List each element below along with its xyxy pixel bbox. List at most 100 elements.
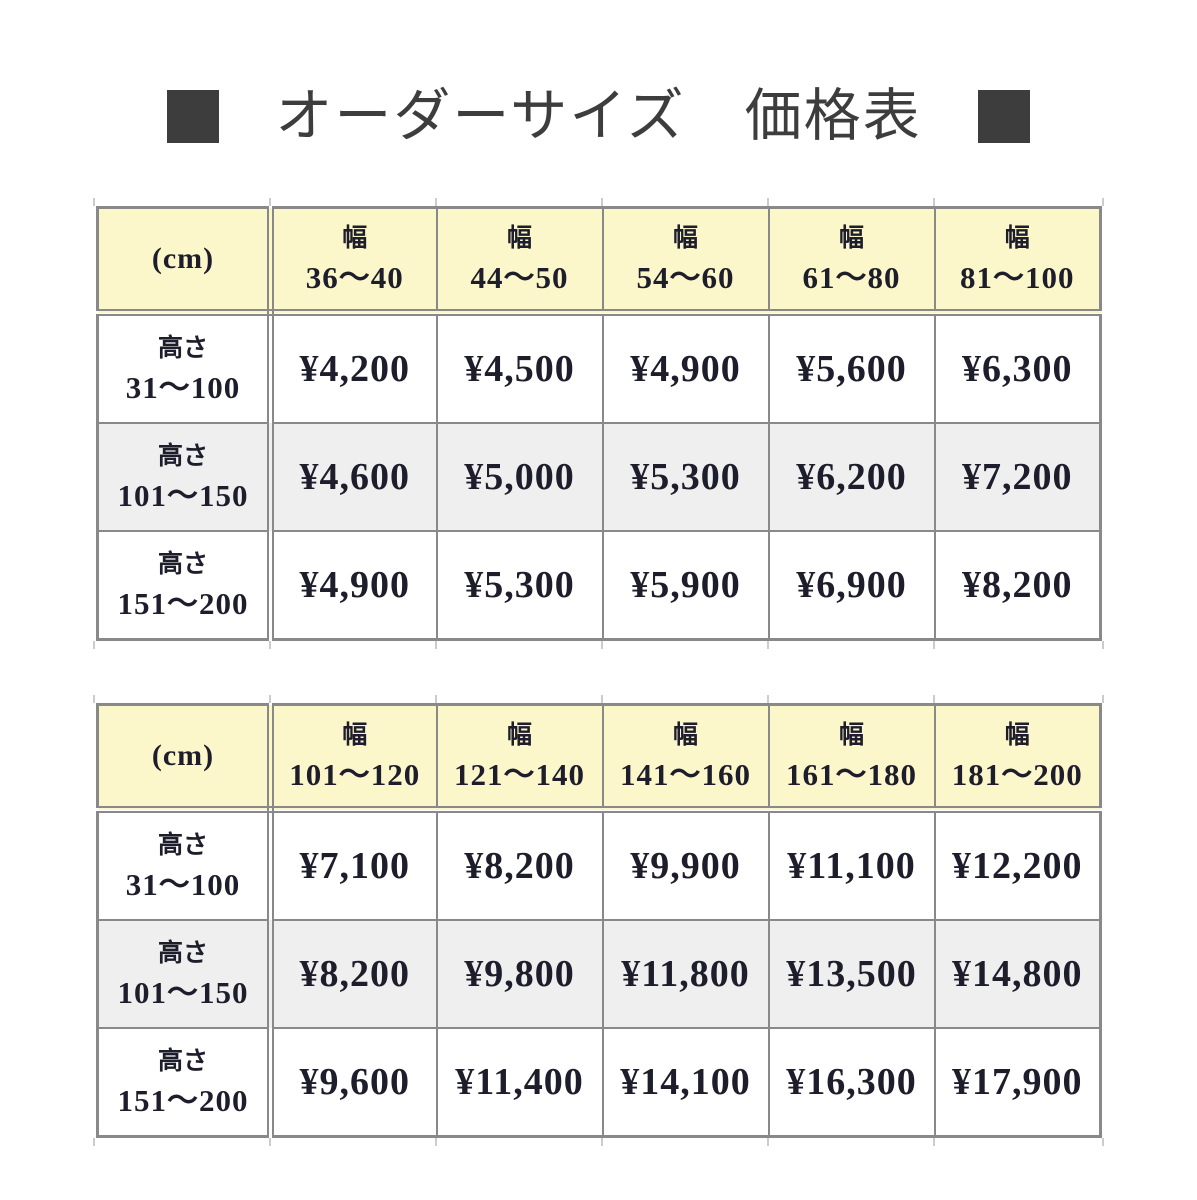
price-cell: ¥4,900 [269,530,438,641]
col-header: 幅 36〜40 [269,206,438,316]
width-label: 幅 [506,223,532,252]
height-label: 高さ [157,938,208,967]
price-cell: ¥9,900 [601,808,770,921]
price-cell: ¥4,600 [269,422,438,532]
col-header: 幅 101〜120 [269,703,438,813]
height-range: 31〜100 [125,867,241,902]
gridline-artifact [93,695,1104,703]
price-table-1-wrap: (cm) 幅 36〜40 幅 44〜50 幅 54〜60 幅 61〜80 幅 81〜100… [93,198,1104,649]
price-cell: ¥11,800 [601,919,770,1029]
price-cell: ¥9,600 [269,1027,438,1138]
width-label: 幅 [672,720,698,749]
price-cell: ¥14,100 [601,1027,770,1138]
col-header: 幅 44〜50 [435,206,604,316]
col-header: 幅 121〜140 [435,703,604,813]
price-cell: ¥13,500 [767,919,936,1029]
title-left-square-icon [167,89,220,143]
height-range: 151〜200 [117,1083,249,1118]
table-row: 高さ 101〜150 ¥8,200 ¥9,800 ¥11,800 ¥13,500 … [96,919,1102,1029]
price-cell: ¥5,600 [767,311,936,424]
gridline-artifact [93,198,1104,206]
height-range: 101〜150 [117,478,249,513]
height-label: 高さ [157,1046,208,1075]
price-cell: ¥11,400 [435,1027,604,1138]
height-label: 高さ [157,830,208,859]
width-range: 101〜120 [289,757,421,792]
price-cell: ¥4,900 [601,311,770,424]
col-header: 幅 81〜100 [933,206,1102,316]
gridline-artifact [93,641,1104,649]
corner-cell: (cm) [96,703,274,813]
width-range: 181〜200 [951,757,1083,792]
row-header: 高さ 101〜150 [96,919,274,1029]
width-range: 44〜50 [470,260,569,295]
width-label: 幅 [672,223,698,252]
price-cell: ¥17,900 [933,1027,1102,1138]
price-cell: ¥8,200 [435,808,604,921]
width-range: 121〜140 [454,757,585,792]
row-header: 高さ 151〜200 [96,1027,274,1138]
height-range: 101〜150 [117,975,249,1010]
width-label: 幅 [1004,223,1030,252]
col-header: 幅 54〜60 [601,206,770,316]
width-range: 161〜180 [786,757,917,792]
price-table-2-wrap: (cm) 幅 101〜120 幅 121〜140 幅 141〜160 幅 161〜180… [93,695,1104,1146]
unit-label: (cm) [151,739,215,772]
price-cell: ¥9,800 [435,919,604,1029]
width-range: 54〜60 [636,260,735,295]
width-range: 141〜160 [620,757,751,792]
price-cell: ¥8,200 [933,530,1102,641]
width-range: 36〜40 [305,260,404,295]
price-cell: ¥14,800 [933,919,1102,1029]
price-cell: ¥7,100 [269,808,438,921]
row-header: 高さ 31〜100 [96,808,274,921]
price-cell: ¥12,200 [933,808,1102,921]
height-range: 31〜100 [125,370,241,405]
table-row: 高さ 101〜150 ¥4,600 ¥5,000 ¥5,300 ¥6,200 ¥7… [96,422,1102,532]
corner-cell: (cm) [96,206,274,316]
price-cell: ¥5,300 [435,530,604,641]
price-cell: ¥5,000 [435,422,604,532]
height-label: 高さ [157,441,208,470]
table-row: 高さ 31〜100 ¥4,200 ¥4,500 ¥4,900 ¥5,600 ¥6,… [96,311,1102,424]
price-cell: ¥6,900 [767,530,936,641]
col-header: 幅 141〜160 [601,703,770,813]
table-header-row: (cm) 幅 36〜40 幅 44〜50 幅 54〜60 幅 61〜80 幅 81〜100 [96,206,1102,316]
width-range: 81〜100 [960,260,1075,295]
width-label: 幅 [342,720,368,749]
height-label: 高さ [157,333,208,362]
gridline-artifact [93,1138,1104,1146]
width-label: 幅 [838,223,864,252]
col-header: 幅 181〜200 [933,703,1102,813]
price-cell: ¥16,300 [767,1027,936,1138]
price-cell: ¥5,300 [601,422,770,532]
price-cell: ¥8,200 [269,919,438,1029]
col-header: 幅 161〜180 [767,703,936,813]
row-header: 高さ 31〜100 [96,311,274,424]
price-cell: ¥11,100 [767,808,936,921]
row-header: 高さ 151〜200 [96,530,274,641]
row-header: 高さ 101〜150 [96,422,274,532]
width-label: 幅 [342,223,368,252]
table-header-row: (cm) 幅 101〜120 幅 121〜140 幅 141〜160 幅 161〜180… [96,703,1102,813]
col-header: 幅 61〜80 [767,206,936,316]
height-label: 高さ [157,549,208,578]
width-label: 幅 [838,720,864,749]
table-row: 高さ 151〜200 ¥4,900 ¥5,300 ¥5,900 ¥6,900 ¥8… [96,530,1102,641]
table-row: 高さ 151〜200 ¥9,600 ¥11,400 ¥14,100 ¥16,300… [96,1027,1102,1138]
price-table-2: (cm) 幅 101〜120 幅 121〜140 幅 141〜160 幅 161〜180… [96,703,1102,1138]
page-title: オーダーサイズ 価格表 [0,0,1197,144]
title-right-square-icon [977,89,1030,143]
unit-label: (cm) [151,242,215,275]
width-label: 幅 [1004,720,1030,749]
price-cell: ¥4,200 [269,311,438,424]
price-cell: ¥5,900 [601,530,770,641]
price-cell: ¥6,300 [933,311,1102,424]
price-cell: ¥7,200 [933,422,1102,532]
table-row: 高さ 31〜100 ¥7,100 ¥8,200 ¥9,900 ¥11,100 ¥1… [96,808,1102,921]
height-range: 151〜200 [117,586,249,621]
width-range: 61〜80 [802,260,901,295]
price-cell: ¥4,500 [435,311,604,424]
price-cell: ¥6,200 [767,422,936,532]
page-title-text: オーダーサイズ 価格表 [275,82,922,149]
